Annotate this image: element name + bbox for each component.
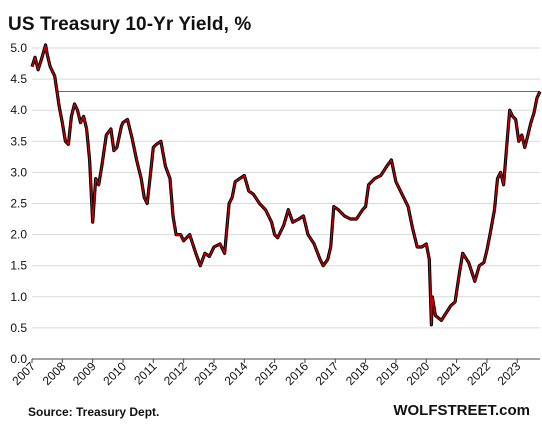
x-tick-label: 2019 [373,359,402,388]
x-tick-label: 2022 [464,359,493,388]
series-lines [30,43,542,327]
y-tick-label: 1.0 [10,290,27,304]
chart-title: US Treasury 10-Yr Yield, % [8,14,252,35]
series-line [31,44,541,326]
grid-lines [32,47,540,329]
series-line-shadow [30,43,542,327]
y-tick-label: 5.0 [10,41,27,55]
x-tick-label: 2018 [343,359,372,388]
x-tick-label: 2009 [70,359,99,388]
y-tick-label: 0.5 [10,321,27,335]
y-tick-label: 1.5 [10,259,27,273]
x-tick-label: 2015 [252,359,281,388]
y-tick-label: 4.0 [10,103,27,117]
x-tick-label: 2021 [434,359,463,388]
x-tick-label: 2023 [495,359,524,388]
x-tick-label: 2010 [100,359,129,388]
x-tick-label: 2008 [40,359,69,388]
y-tick-label: 4.5 [10,72,27,86]
axes [31,358,540,363]
x-tick-label: 2016 [282,359,311,388]
x-tick-label: 2020 [404,359,433,388]
x-tick-label: 2017 [313,359,342,388]
x-tick-label: 2011 [131,359,159,387]
y-tick-label: 3.5 [10,134,27,148]
source-note: Source: Treasury Dept. [28,405,160,419]
x-tick-label: 2012 [161,359,190,388]
x-tick-label: 2013 [191,359,220,388]
y-tick-label: 0.0 [10,352,27,366]
brand-label: WOLFSTREET.com [393,402,530,419]
y-tick-label: 3.0 [10,165,27,179]
x-tick-label: 2014 [222,359,251,388]
y-tick-label: 2.5 [10,197,27,211]
y-axis-tick-labels: 0.0 0.5 1.0 1.5 2.0 2.5 3.0 3.5 4.0 4.5 5.0 [10,41,27,366]
y-tick-label: 2.0 [10,228,27,242]
x-axis-tick-labels: 2007 2008 2009 2010 2011 2012 2013 2014 2015 2016… [9,359,523,388]
